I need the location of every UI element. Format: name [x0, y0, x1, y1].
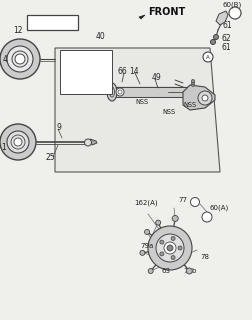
- Text: 12: 12: [13, 26, 23, 35]
- Text: 60(B): 60(B): [222, 2, 241, 8]
- Text: 60(A): 60(A): [209, 205, 228, 211]
- Circle shape: [166, 245, 172, 251]
- Ellipse shape: [66, 54, 82, 60]
- Text: 4: 4: [3, 54, 7, 63]
- Ellipse shape: [107, 83, 116, 101]
- Circle shape: [197, 91, 211, 105]
- Text: 62: 62: [221, 34, 231, 43]
- Text: NSS: NSS: [161, 109, 174, 115]
- Circle shape: [148, 268, 153, 274]
- Ellipse shape: [66, 62, 82, 68]
- Circle shape: [84, 139, 91, 146]
- Circle shape: [170, 256, 174, 260]
- Polygon shape: [55, 48, 219, 172]
- Text: 61: 61: [221, 43, 231, 52]
- Text: 1: 1: [2, 143, 6, 153]
- Text: 14: 14: [129, 67, 138, 76]
- Circle shape: [170, 236, 174, 240]
- Circle shape: [201, 95, 207, 101]
- Circle shape: [191, 82, 194, 84]
- Circle shape: [7, 131, 29, 153]
- Circle shape: [213, 35, 218, 39]
- Text: 61: 61: [222, 20, 232, 29]
- Circle shape: [191, 79, 194, 83]
- Text: 40: 40: [96, 31, 105, 41]
- Text: A: A: [205, 54, 209, 60]
- Circle shape: [15, 54, 25, 64]
- FancyBboxPatch shape: [27, 14, 78, 29]
- Text: NSS: NSS: [84, 62, 96, 68]
- Circle shape: [147, 226, 191, 270]
- Text: 9: 9: [57, 123, 62, 132]
- Circle shape: [159, 240, 163, 244]
- Circle shape: [7, 46, 33, 72]
- Circle shape: [144, 229, 149, 235]
- Text: NSS: NSS: [84, 70, 96, 76]
- Circle shape: [115, 88, 123, 96]
- Bar: [60, 50, 112, 94]
- Circle shape: [228, 7, 240, 19]
- Circle shape: [201, 212, 211, 222]
- Polygon shape: [112, 87, 194, 97]
- Text: 78: 78: [199, 254, 208, 260]
- Circle shape: [177, 246, 181, 250]
- Circle shape: [0, 124, 36, 160]
- Circle shape: [155, 234, 183, 262]
- Text: 77: 77: [177, 197, 186, 203]
- Text: 25: 25: [46, 154, 55, 163]
- Text: 66: 66: [117, 67, 127, 76]
- Circle shape: [159, 252, 163, 256]
- Text: 49: 49: [151, 73, 161, 82]
- Polygon shape: [215, 11, 227, 25]
- Circle shape: [202, 52, 212, 62]
- Circle shape: [172, 215, 177, 221]
- Text: 162(A): 162(A): [134, 200, 157, 206]
- Circle shape: [14, 138, 22, 146]
- Circle shape: [210, 39, 215, 44]
- Circle shape: [190, 197, 199, 206]
- Circle shape: [0, 39, 40, 79]
- Text: A: A: [193, 199, 196, 204]
- Text: NSS: NSS: [135, 99, 147, 105]
- Polygon shape: [182, 85, 214, 110]
- Text: 79b: 79b: [182, 268, 196, 274]
- Text: B-18-10: B-18-10: [32, 17, 74, 27]
- Text: 63: 63: [161, 268, 170, 274]
- Text: NSS: NSS: [84, 54, 96, 60]
- Text: 79a: 79a: [139, 243, 153, 249]
- Circle shape: [163, 242, 175, 254]
- Circle shape: [139, 250, 144, 255]
- Text: FRONT: FRONT: [147, 7, 184, 17]
- Text: 163: 163: [91, 73, 104, 79]
- Ellipse shape: [66, 70, 82, 76]
- Polygon shape: [138, 15, 144, 19]
- Polygon shape: [90, 139, 97, 145]
- Circle shape: [155, 220, 160, 225]
- Text: A: A: [204, 214, 208, 220]
- Circle shape: [185, 268, 192, 274]
- Circle shape: [191, 84, 194, 86]
- Text: NSS: NSS: [182, 102, 195, 108]
